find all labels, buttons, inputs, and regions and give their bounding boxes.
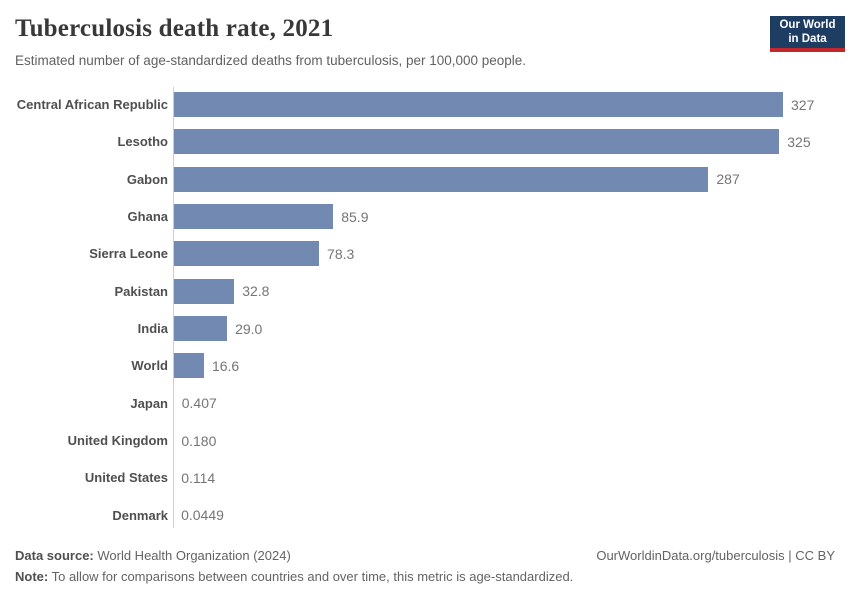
- value-label: 0.407: [181, 395, 217, 412]
- bar-row: Pakistan 32.8: [0, 273, 850, 310]
- bar-track: 287: [173, 166, 850, 192]
- value-label: 0.0449: [181, 507, 224, 524]
- bar[interactable]: [173, 353, 204, 379]
- country-label: United Kingdom: [67, 433, 168, 449]
- country-label: India: [137, 321, 168, 337]
- bar-track: 325: [173, 129, 850, 155]
- country-label: Ghana: [127, 209, 168, 225]
- data-source-value: World Health Organization (2024): [93, 548, 291, 563]
- bar-row: Denmark 0.0449: [0, 497, 850, 534]
- chart-header: Tuberculosis death rate, 2021 Estimated …: [15, 13, 750, 70]
- value-label: 16.6: [211, 357, 240, 374]
- value-label: 32.8: [242, 283, 270, 300]
- bar[interactable]: [173, 166, 709, 192]
- bar[interactable]: [173, 278, 235, 304]
- chart-footer: Data source: World Health Organization (…: [15, 545, 835, 587]
- bar-row: India 29.0: [0, 310, 850, 347]
- country-label: United States: [84, 470, 168, 486]
- bar-row: United States 0.114: [0, 459, 850, 496]
- country-label: Japan: [130, 395, 168, 411]
- bar-track: 29.0: [173, 316, 850, 342]
- value-label: 287: [716, 171, 740, 188]
- bar[interactable]: [173, 241, 320, 267]
- bar-track: 16.6: [173, 353, 850, 379]
- bar[interactable]: [173, 92, 783, 118]
- bar-track: 78.3: [173, 241, 850, 267]
- value-label: 29.0: [235, 320, 263, 337]
- note-label: Note:: [15, 569, 49, 584]
- footer-note: Note: To allow for comparisons between c…: [15, 566, 835, 587]
- bar-track: 327: [173, 92, 850, 118]
- bar-track: 0.180: [173, 428, 850, 454]
- value-label: 0.114: [181, 469, 216, 486]
- value-label: 78.3: [327, 245, 355, 262]
- bar-track: 0.407: [173, 390, 850, 416]
- chart-subtitle: Estimated number of age-standardized dea…: [15, 53, 527, 68]
- bar[interactable]: [173, 129, 780, 155]
- bar-row: Ghana 85.9: [0, 198, 850, 235]
- country-label: Central African Republic: [16, 97, 168, 113]
- country-label: World: [131, 358, 168, 374]
- owid-logo-line2: in Data: [788, 33, 827, 45]
- bar-chart-plot: Central African Republic 327 Lesotho 325…: [0, 86, 850, 534]
- bar-row: Central African Republic 327: [0, 86, 850, 123]
- bar-row: Lesotho 325: [0, 123, 850, 160]
- owid-logo[interactable]: Our World in Data: [770, 16, 845, 52]
- y-axis-line: [173, 87, 174, 528]
- footer-link[interactable]: OurWorldinData.org/tuberculosis | CC BY: [596, 548, 835, 563]
- value-label: 327: [791, 96, 815, 113]
- bar[interactable]: [173, 316, 228, 342]
- data-source-text: Data source: World Health Organization (…: [15, 545, 291, 566]
- bar-row: Japan 0.407: [0, 385, 850, 422]
- bar-row: Sierra Leone 78.3: [0, 235, 850, 272]
- bar-rows: Central African Republic 327 Lesotho 325…: [0, 86, 850, 534]
- bar-row: Gabon 287: [0, 161, 850, 198]
- country-label: Pakistan: [114, 283, 168, 299]
- note-value: To allow for comparisons between countri…: [48, 569, 574, 584]
- bar-track: 32.8: [173, 278, 850, 304]
- footer-line-1: Data source: World Health Organization (…: [15, 545, 835, 566]
- owid-logo-line1: Our World: [779, 19, 836, 31]
- data-source-label: Data source:: [15, 548, 94, 563]
- country-label: Gabon: [126, 171, 168, 187]
- country-label: Denmark: [112, 507, 168, 523]
- value-label: 0.180: [181, 432, 217, 449]
- bar-row: World 16.6: [0, 347, 850, 384]
- country-label: Sierra Leone: [89, 246, 168, 262]
- chart-title: Tuberculosis death rate, 2021: [15, 15, 334, 42]
- value-label: 85.9: [341, 208, 369, 225]
- bar-track: 85.9: [173, 204, 850, 230]
- bar-track: 0.114: [173, 465, 850, 491]
- country-label: Lesotho: [117, 134, 168, 150]
- bar[interactable]: [173, 204, 334, 230]
- value-label: 325: [787, 133, 811, 150]
- bar-row: United Kingdom 0.180: [0, 422, 850, 459]
- bar-track: 0.0449: [173, 502, 850, 528]
